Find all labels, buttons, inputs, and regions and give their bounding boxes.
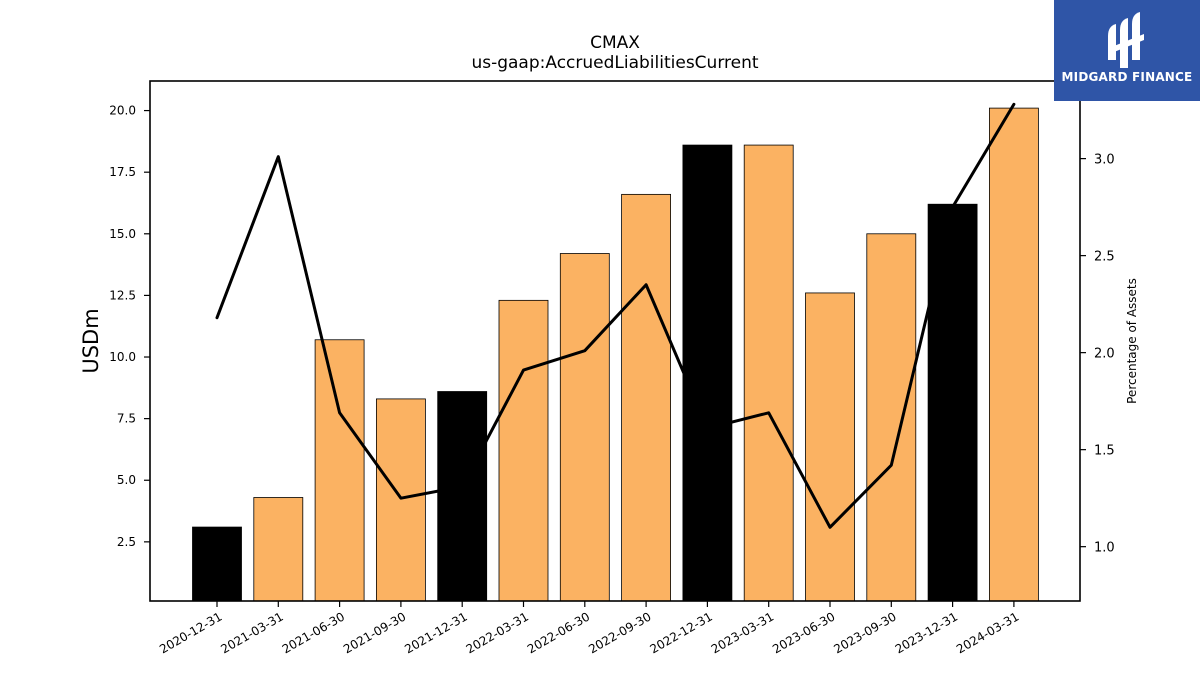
y-tick-label: 2.5 <box>117 535 136 549</box>
line-layer <box>215 102 1016 529</box>
x-tick-label: 2024-03-31 <box>954 609 1021 656</box>
midgard-finance-logo: MIDGARD FINANCE <box>1054 0 1200 101</box>
x-tick-label: 2021-12-31 <box>402 609 469 656</box>
y-right-tick-label: 3.0 <box>1094 153 1115 168</box>
plot-frame <box>149 80 1081 602</box>
bar-2021-09-30 <box>375 398 426 602</box>
y-tick-label: 5.0 <box>117 473 136 487</box>
y-right-tick-label: 1.0 <box>1094 541 1115 556</box>
y-tick-label: 17.5 <box>109 165 136 179</box>
x-tick-label: 2023-03-31 <box>709 609 776 656</box>
bar-2022-09-30 <box>621 193 671 602</box>
bar-2021-06-30 <box>314 339 365 602</box>
y-right-tick-label: 2.5 <box>1094 250 1115 265</box>
bar-2021-03-31 <box>253 497 304 602</box>
y-right-tick-label: 2.0 <box>1094 347 1115 362</box>
y-tick-label: 20.0 <box>109 104 136 118</box>
x-tick-label: 2022-09-30 <box>586 609 653 656</box>
bar-2023-06-30 <box>805 292 855 602</box>
chart-subtitle: us-gaap:AccruedLiabilitiesCurrent <box>471 53 758 73</box>
bar-2022-12-31 <box>682 144 733 602</box>
x-tick-label: 2021-03-31 <box>218 609 285 656</box>
chart-title: CMAX <box>590 33 640 53</box>
y-tick-label: 12.5 <box>109 288 136 302</box>
x-axis: 2020-12-312021-03-312021-06-302021-09-30… <box>157 601 1021 656</box>
x-tick-label: 2021-06-30 <box>280 609 347 656</box>
bar-2024-03-31 <box>989 107 1039 602</box>
x-tick-label: 2022-03-31 <box>464 609 531 656</box>
bar-2023-09-30 <box>866 233 917 602</box>
y-axis-label: USDm <box>79 308 103 373</box>
y-tick-label: 7.5 <box>117 412 136 426</box>
bars-layer <box>192 107 1039 602</box>
x-tick-label: 2023-06-30 <box>770 609 837 656</box>
y-axis-left: 2.5 5.0 7.5 10.0 12.5 15.0 17.5 20.0 <box>109 104 150 549</box>
bar-2020-12-31 <box>192 526 242 602</box>
x-tick-label: 2022-12-31 <box>647 609 714 656</box>
x-tick-label: 2020-12-31 <box>157 609 224 656</box>
x-tick-label: 2023-09-30 <box>831 609 898 656</box>
y-right-tick-label: 1.5 <box>1094 444 1115 459</box>
y-tick-label: 15.0 <box>109 227 136 241</box>
bar-2023-12-31 <box>927 203 978 602</box>
y-tick-label: 10.0 <box>109 350 136 364</box>
bar-2022-03-31 <box>498 299 549 602</box>
logo-text: MIDGARD FINANCE <box>1061 70 1193 84</box>
x-tick-label: 2021-09-30 <box>341 609 408 656</box>
x-tick-label: 2023-12-31 <box>893 609 960 656</box>
bar-2022-06-30 <box>559 253 610 602</box>
x-tick-label: 2022-06-30 <box>525 609 592 656</box>
percentage-line <box>215 102 1016 529</box>
y-axis-right-label: Percentage of Assets <box>1125 278 1139 404</box>
bar-2021-12-31 <box>437 391 488 602</box>
y-axis-right: 1.0 1.5 2.0 2.5 3.0 <box>1080 153 1115 556</box>
bar-2023-03-31 <box>743 144 794 602</box>
logo-mark-icon <box>1108 12 1144 68</box>
